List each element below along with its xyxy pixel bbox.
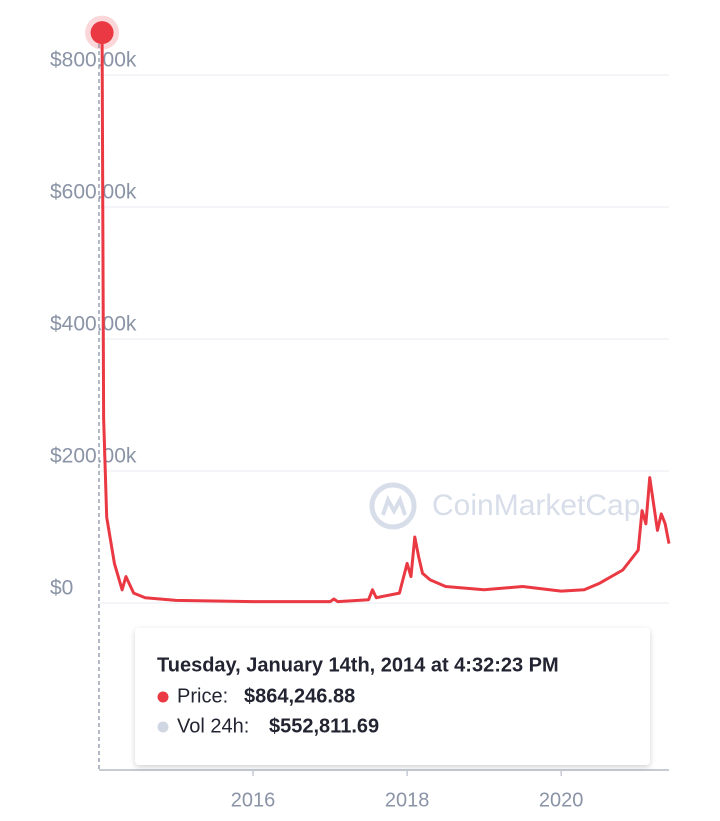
- tooltip-price-dot: [157, 691, 169, 703]
- y-tick-label: $400.00k: [50, 313, 137, 336]
- tooltip-volume-dot: [157, 721, 169, 733]
- tooltip-price-label: Price:: [177, 685, 228, 707]
- x-tick-label: 2016: [231, 789, 276, 811]
- y-tick-label: $600.00k: [50, 181, 137, 204]
- watermark: CoinMarketCap: [432, 489, 640, 522]
- tooltip: Tuesday, January 14th, 2014 at 4:32:23 P…: [135, 628, 650, 765]
- y-tick-label: $800.00k: [50, 49, 137, 72]
- y-tick-label: $200.00k: [50, 445, 137, 468]
- tooltip-volume-label: Vol 24h:: [177, 715, 249, 737]
- tooltip-price: $864,246.88: [244, 685, 355, 707]
- price-line: [100, 32, 671, 604]
- x-tick-label: 2018: [385, 789, 430, 811]
- watermark-logo: [369, 482, 417, 530]
- hover-point: [90, 21, 114, 45]
- tooltip-volume: $552,811.69: [269, 715, 379, 737]
- y-tick-label: $0: [50, 577, 73, 600]
- plot: [85, 15, 671, 604]
- watermark-group: CoinMarketCap: [369, 482, 640, 530]
- tooltip-date: Tuesday, January 14th, 2014 at 4:32:23 P…: [157, 654, 559, 676]
- grid: $0 $200.00k $400.00k $600.00k $800.00k 2016 20…: [50, 49, 669, 811]
- x-tick-label: 2020: [539, 789, 584, 811]
- tooltip-box: [135, 628, 650, 765]
- watermark-logo-mark: [381, 495, 407, 516]
